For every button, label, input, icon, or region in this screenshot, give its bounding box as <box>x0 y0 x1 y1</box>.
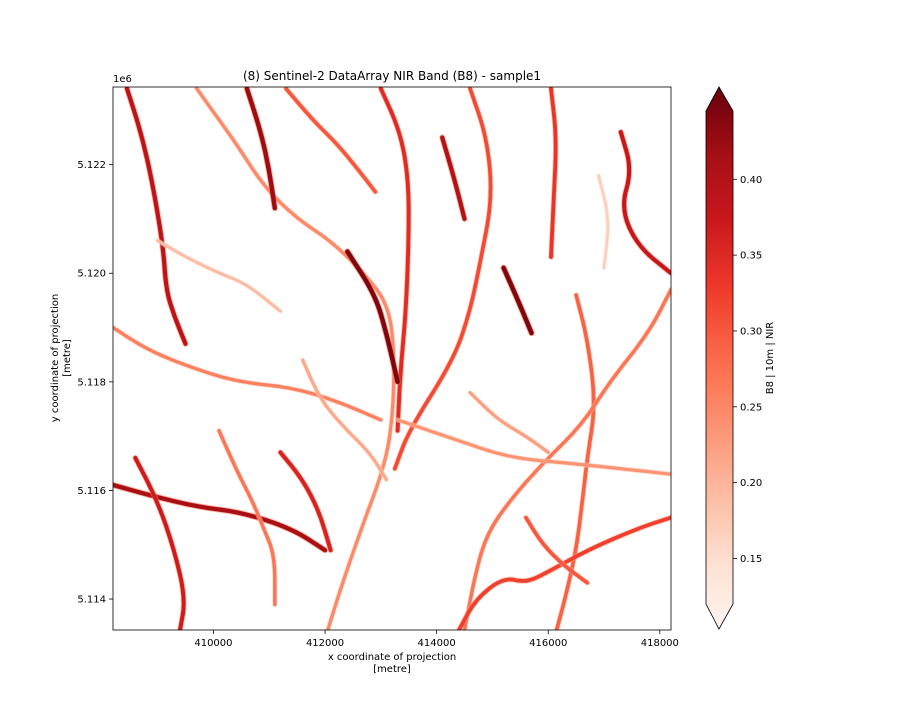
x-axis-ticks: 410000 412000 414000 416000 418000 <box>194 630 679 649</box>
channel-10 <box>396 418 671 476</box>
y-axis-unit: [metre] <box>62 339 73 377</box>
colorbar <box>705 86 734 630</box>
x-tick-label: 412000 <box>306 638 344 649</box>
colorbar-tick-label: 0.40 <box>740 175 762 186</box>
channel-2 <box>113 325 383 422</box>
colorbar-tick-label: 0.15 <box>740 554 762 565</box>
channel-6 <box>392 87 493 471</box>
x-axis-label: x coordinate of projection <box>328 652 456 663</box>
x-axis-unit: [metre] <box>373 664 411 675</box>
y-tick-label: 5.122 <box>77 160 106 171</box>
x-tick-label: 410000 <box>194 638 232 649</box>
chart-title: (8) Sentinel-2 DataArray NIR Band (B8) -… <box>243 69 541 83</box>
channel-24 <box>278 450 333 553</box>
colorbar-ticks: 0.15 0.20 0.25 0.30 0.35 0.40 <box>733 175 762 565</box>
channel-17 <box>468 391 550 454</box>
y-tick-label: 5.120 <box>77 269 106 280</box>
colorbar-tick-label: 0.35 <box>740 251 762 262</box>
colorbar-label: B8 | 10m | NIR <box>765 322 776 395</box>
channel-5 <box>378 87 411 433</box>
y-axis-ticks: 5.114 5.116 5.118 5.120 5.122 <box>77 160 113 606</box>
channel-8 <box>554 293 596 630</box>
x-tick-label: 418000 <box>641 638 679 649</box>
channel-22 <box>440 135 467 221</box>
channel-14 <box>457 515 671 630</box>
channel-15 <box>618 130 671 276</box>
channel-1 <box>124 87 188 346</box>
y-tick-label: 5.114 <box>77 595 106 606</box>
channel-11 <box>113 482 328 553</box>
channel-23 <box>597 174 610 270</box>
colorbar-tick-label: 0.25 <box>740 402 762 413</box>
channel-13 <box>217 429 277 607</box>
x-tick-label: 416000 <box>529 638 567 649</box>
channel-19 <box>501 265 534 336</box>
colorbar-tick-label: 0.20 <box>740 478 762 489</box>
channel-3 <box>195 87 396 630</box>
channel-9 <box>462 287 671 630</box>
channel-12 <box>133 455 186 630</box>
plot-frame <box>112 86 672 631</box>
colorbar-tick-label: 0.30 <box>740 326 762 337</box>
y-offset-label: 1e6 <box>113 74 132 85</box>
channel-25 <box>524 515 590 585</box>
y-tick-label: 5.118 <box>77 377 106 388</box>
channel-21 <box>244 87 277 211</box>
channel-4 <box>284 87 378 194</box>
x-tick-label: 414000 <box>418 638 456 649</box>
channel-layer <box>113 87 671 630</box>
channel-16 <box>156 239 282 313</box>
y-tick-label: 5.116 <box>77 486 106 497</box>
channel-18 <box>301 358 388 482</box>
channel-7 <box>549 87 558 259</box>
channel-20 <box>345 249 400 385</box>
y-axis-label: y coordinate of projection <box>50 294 61 422</box>
